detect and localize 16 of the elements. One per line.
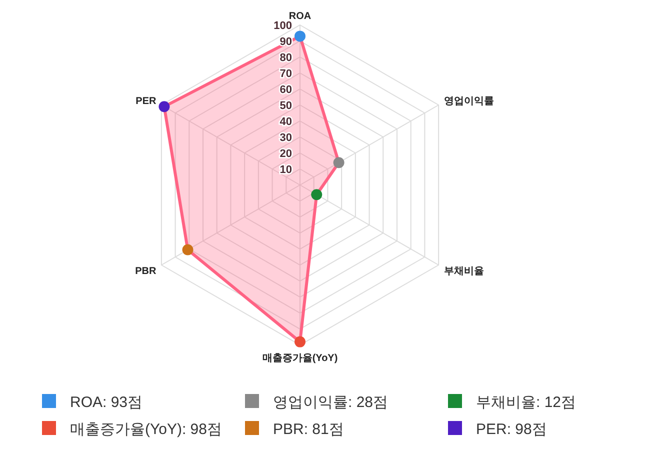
y-tick-label: 70 (280, 68, 292, 80)
y-tick-label: 40 (280, 116, 292, 128)
y-tick-label: 60 (280, 84, 292, 96)
y-tick-label: 100 (274, 20, 292, 32)
y-tick-label: 20 (280, 148, 292, 160)
spoke-label: ROA (288, 11, 312, 22)
notes: ROA: 93점 영업이익률: 28점 부채비율: 12점 매출증가율(YoY): 98점 PBR: 81점 PER: 98점 (42, 394, 576, 438)
spoke-label: 영업이익률 (444, 96, 494, 107)
spoke-label: PER (136, 96, 158, 107)
spoke-label: 매출증가율(YoY) (262, 353, 338, 364)
spoke-label: 부채비율 (444, 266, 484, 277)
y-tick-label: 30 (280, 132, 292, 144)
y-tick-label: 50 (280, 100, 292, 112)
spoke-label: PBR (135, 266, 158, 277)
y-tick-label: 80 (280, 52, 292, 64)
y-tick-label: 10 (280, 164, 292, 176)
